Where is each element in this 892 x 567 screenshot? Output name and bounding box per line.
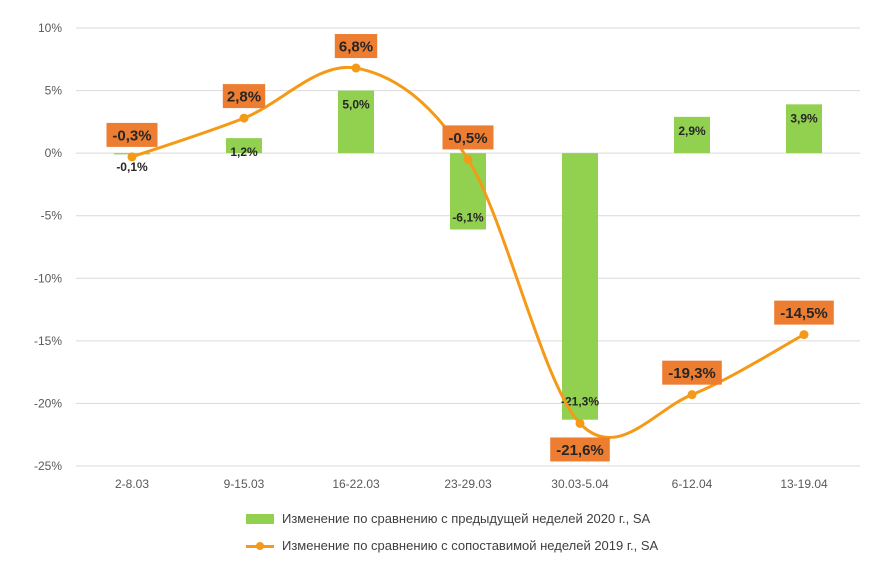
line-data-label-box <box>222 84 266 109</box>
bar-data-labels: -0,1% 1,2% 5,0% -6,1% -21,3% 2,9% 3,9% <box>116 98 818 409</box>
line-point <box>463 154 473 164</box>
bar-data-label: -0,1% <box>116 160 148 174</box>
y-tick-label: 5% <box>45 84 63 98</box>
bar-series <box>114 90 822 420</box>
bar <box>450 153 486 230</box>
line-point <box>127 152 137 162</box>
legend-item-line: Изменение по сравнению с сопоставимой не… <box>246 538 806 553</box>
line-data-label-box <box>334 34 378 59</box>
line-point <box>687 390 697 400</box>
legend-swatch-line <box>246 541 274 551</box>
bar <box>786 104 822 154</box>
line-data-label-box <box>662 360 722 385</box>
y-tick-label: -25% <box>34 459 62 473</box>
bar <box>674 116 710 154</box>
y-axis-ticks: 10% 5% 0% -5% -10% -15% -20% -25% <box>34 21 62 473</box>
x-tick-label: 23-29.03 <box>444 477 492 491</box>
line-point <box>351 63 361 73</box>
y-tick-label: -20% <box>34 396 62 410</box>
line-data-label: 2,8% <box>227 89 261 106</box>
line-data-label: -21,6% <box>556 442 604 459</box>
x-axis-ticks: 2-8.03 9-15.03 16-22.03 23-29.03 30.03-5.04 6… <box>115 477 828 491</box>
y-tick-label: 10% <box>38 21 62 35</box>
legend-swatch-bar <box>246 513 274 524</box>
legend-item-bars: Изменение по сравнению с предыдущей неде… <box>246 511 806 526</box>
gridlines <box>76 27 860 467</box>
bar <box>226 138 262 154</box>
line-data-label: -0,3% <box>112 127 151 144</box>
y-tick-label: 0% <box>45 146 63 160</box>
x-tick-label: 13-19.04 <box>780 477 828 491</box>
line-point <box>799 330 809 340</box>
y-tick-label: -10% <box>34 271 62 285</box>
line-data-label: -14,5% <box>780 305 828 322</box>
x-tick-label: 2-8.03 <box>115 477 149 491</box>
line-data-label: -0,5% <box>448 130 487 147</box>
y-tick-label: -15% <box>34 334 62 348</box>
line-data-label-box <box>774 300 834 325</box>
line-data-label-box <box>442 125 494 150</box>
x-tick-label: 9-15.03 <box>224 477 265 491</box>
bar <box>338 90 374 154</box>
bar-data-label: 2,9% <box>678 124 706 138</box>
legend-label-line: Изменение по сравнению с сопоставимой не… <box>282 538 659 553</box>
line-data-label: -19,3% <box>668 365 716 382</box>
line-point <box>239 113 249 123</box>
bar-data-label: 5,0% <box>342 98 370 112</box>
line-point <box>575 418 585 428</box>
line-data-label: 6,8% <box>339 39 373 56</box>
line-data-label-box <box>106 122 158 147</box>
bar-data-label: 3,9% <box>790 111 818 125</box>
bar <box>562 153 598 420</box>
x-tick-label: 6-12.04 <box>672 477 713 491</box>
legend-label-bars: Изменение по сравнению с предыдущей неде… <box>282 511 651 526</box>
bar-data-label: -6,1% <box>452 210 484 224</box>
bar-data-label: 1,2% <box>230 145 258 159</box>
x-tick-label: 30.03-5.04 <box>551 477 609 491</box>
bar-data-label: -21,3% <box>561 395 599 409</box>
line-series <box>127 63 809 439</box>
line-data-label-box <box>550 437 610 462</box>
y-tick-label: -5% <box>41 209 63 223</box>
line-data-labels: -0,3% 2,8% 6,8% -0,5% -21,6% -19,3% -14,5% <box>106 34 834 462</box>
x-tick-label: 16-22.03 <box>332 477 380 491</box>
